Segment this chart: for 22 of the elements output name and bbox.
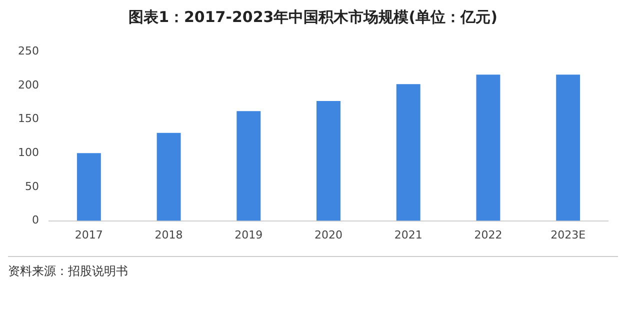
y-tick-label: 0	[32, 214, 39, 227]
bar	[316, 101, 340, 221]
y-tick-label: 100	[18, 146, 39, 159]
bar	[476, 74, 500, 221]
x-tick-label: 2019	[234, 228, 263, 242]
x-tick-label: 2018	[154, 228, 183, 242]
y-tick-label: 50	[24, 180, 39, 193]
bar	[156, 132, 181, 221]
y-tick-label: 200	[18, 78, 39, 92]
bar	[396, 84, 420, 221]
x-tick-label: 2017	[74, 228, 103, 242]
y-tick-label: 150	[18, 112, 39, 126]
bar	[76, 153, 101, 221]
bar	[236, 111, 261, 221]
x-tick-label: 2021	[394, 228, 422, 242]
x-tick-label: 2020	[314, 228, 342, 242]
x-tick-label: 2022	[474, 228, 502, 242]
x-tick-label: 2023E	[550, 228, 586, 242]
chart-title: 图表1：2017-2023年中国积木市场规模(单位：亿元)	[128, 8, 498, 27]
text: 资料来源：招股说明书	[8, 263, 129, 280]
bar	[556, 74, 580, 221]
y-tick-label: 250	[18, 44, 39, 58]
